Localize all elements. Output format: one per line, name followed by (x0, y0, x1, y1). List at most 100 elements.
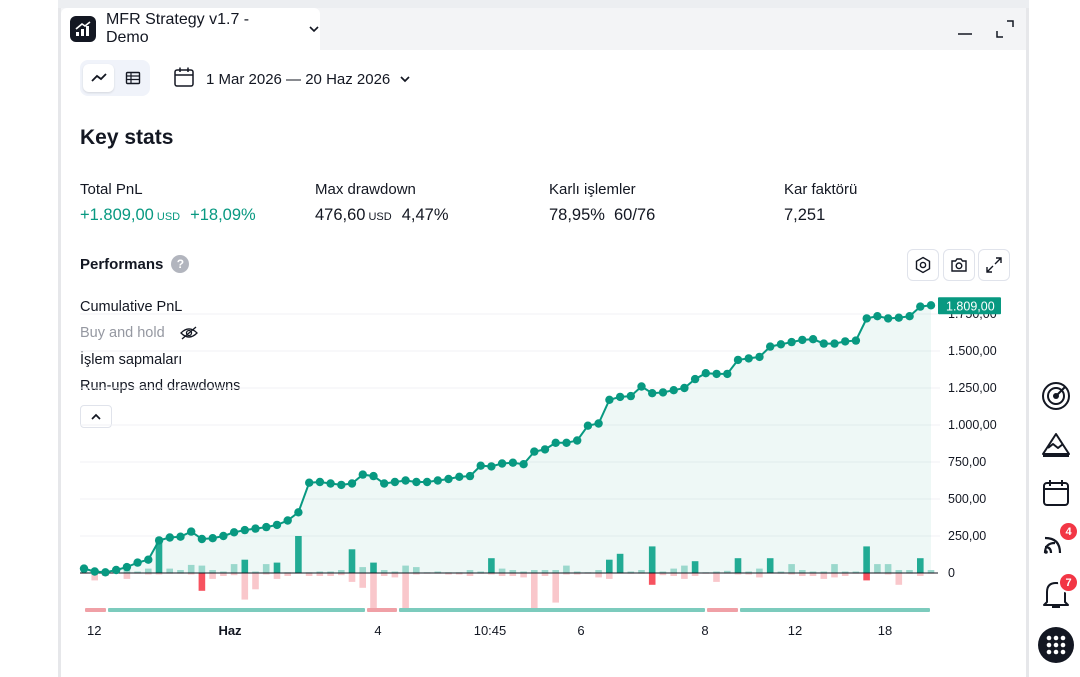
drawdown-bar (252, 573, 259, 590)
runup-bar (799, 570, 806, 573)
pnl-point (658, 388, 668, 397)
pnl-point (154, 536, 164, 545)
pnl-point (776, 340, 786, 349)
runup-bar (359, 567, 366, 573)
eye-hidden-icon[interactable] (179, 325, 199, 341)
runup-bar (745, 571, 752, 573)
drawdown-bar (455, 573, 463, 575)
pnl-point (551, 438, 560, 447)
fullscreen-button[interactable] (978, 249, 1010, 281)
drawdown-bar (402, 573, 409, 609)
runup-bar (638, 570, 645, 573)
pnl-point (723, 369, 732, 379)
pnl-point (626, 391, 635, 401)
date-range-selector[interactable]: 1 Mar 2026 — 20 Haz 2026 (173, 66, 411, 92)
stat-profitable-trades: Karlı işlemler 78,95% 60/76 (549, 181, 655, 225)
feeds-badge: 4 (1058, 521, 1079, 542)
drawdown-bar (230, 573, 238, 576)
runup-bar (691, 561, 699, 573)
pnl-point (465, 471, 475, 481)
drawdown-bar (91, 573, 98, 581)
pnl-point (830, 339, 839, 348)
side-calendar-button[interactable] (1038, 475, 1074, 511)
collapse-legend-button[interactable] (80, 405, 112, 428)
date-range-text: 1 Mar 2026 — 20 Haz 2026 (206, 70, 391, 88)
stat-label: Total PnL (80, 181, 143, 198)
runup-bar (262, 564, 270, 573)
strategy-tab[interactable]: MFR Strategy v1.7 - Demo (61, 8, 320, 50)
runup-bar (166, 568, 173, 573)
drawdown-bar (209, 573, 216, 579)
side-ideas-button[interactable] (1038, 426, 1074, 462)
pnl-point (422, 477, 432, 487)
runup-bar (348, 549, 356, 573)
pnl-point (294, 508, 303, 517)
drawdown-bar (531, 573, 538, 610)
runup-bar (338, 570, 345, 573)
side-feeds-button[interactable]: 4 (1038, 521, 1079, 560)
drawdown-bar (552, 573, 559, 603)
runup-bar (863, 546, 870, 573)
runup-bar (220, 571, 227, 573)
drawdown-bar (734, 573, 742, 575)
drawdown-bar (273, 573, 281, 579)
runup-bar (573, 571, 581, 573)
snapshot-button[interactable] (943, 249, 975, 281)
drawdown-bar (917, 573, 924, 576)
drawdown-bar (573, 573, 581, 575)
table-view-button[interactable] (117, 64, 148, 92)
side-alerts-button[interactable]: 7 (1038, 572, 1079, 612)
maximize-button[interactable] (994, 18, 1016, 40)
side-radar-button[interactable] (1038, 378, 1074, 414)
runup-bar (177, 570, 184, 573)
runup-bar (187, 564, 195, 573)
legend-cumulative-pnl[interactable]: Cumulative PnL (80, 299, 183, 315)
pnl-point (315, 477, 325, 487)
pnl-point (197, 534, 207, 544)
pnl-point (573, 436, 582, 445)
pnl-point (79, 564, 89, 573)
chart-view-button[interactable] (83, 64, 114, 92)
drawdown-bar (691, 573, 699, 576)
drawdown-bar (809, 573, 817, 576)
runup-bar (659, 571, 667, 573)
pnl-point (165, 533, 174, 542)
help-icon[interactable]: ? (171, 255, 190, 273)
legend-trade-excursions[interactable]: İşlem sapmaları (80, 352, 183, 368)
runup-bar (509, 570, 517, 573)
stat-value: 476,60 (315, 206, 366, 224)
legend-buy-and-hold[interactable]: Buy and hold (80, 325, 199, 341)
pnl-point (229, 528, 239, 537)
legend-runups-drawdowns[interactable]: Run-ups and drawdowns (80, 378, 241, 394)
pnl-point (755, 352, 764, 362)
stat-percent: 78,95% (549, 206, 605, 224)
y-tick-label: 250,00 (948, 529, 986, 543)
drawdown-bar (413, 573, 420, 575)
runup-bar (766, 558, 774, 573)
runup-bar (777, 571, 785, 573)
runup-bar (434, 571, 442, 573)
drawdown-bar (670, 573, 677, 576)
drawdown-bar (595, 573, 602, 578)
drawdown-bar (305, 573, 313, 576)
stat-percent: +18,09% (190, 206, 256, 224)
pnl-point (883, 314, 893, 323)
x-tick-label: 6 (577, 623, 584, 638)
runup-bar (209, 570, 216, 573)
runup-bar (402, 565, 409, 573)
side-apps-button[interactable] (1038, 627, 1074, 663)
trade-band-segment (85, 608, 106, 612)
minimize-button[interactable] (954, 18, 976, 40)
drawdown-bar (788, 573, 795, 575)
view-toggle (80, 60, 150, 96)
drawdown-bar (799, 573, 806, 576)
drawdown-bar (370, 573, 377, 609)
alerts-badge: 7 (1058, 572, 1079, 593)
settings-button[interactable] (907, 249, 939, 281)
x-tick-label: 12 (87, 623, 101, 638)
chevron-down-icon[interactable] (308, 25, 320, 33)
stat-percent: 4,47% (401, 206, 449, 224)
pnl-point (337, 480, 346, 490)
runup-bar (316, 571, 324, 573)
legend-buy-and-hold-label: Buy and hold (80, 325, 165, 341)
